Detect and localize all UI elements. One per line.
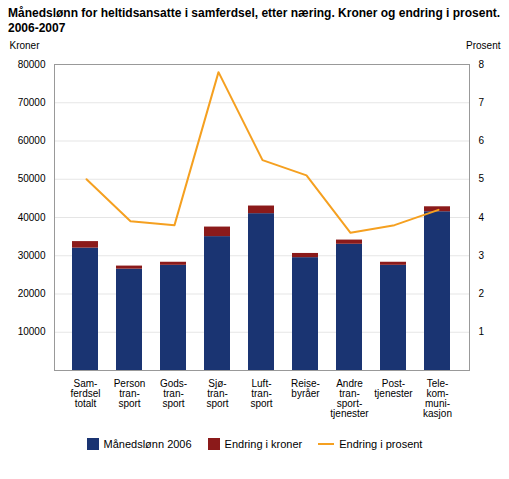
svg-text:80000: 80000 (18, 59, 46, 70)
svg-text:3: 3 (479, 250, 485, 261)
html-text:Månedslønn for heltidsansatte: Månedslønn for heltidsansatte i samferds… (8, 6, 501, 35)
svg-text:7: 7 (479, 97, 485, 108)
svg-text:Gods-tran-sport: Gods-tran-sport (160, 378, 187, 409)
svg-text:Sjø-tran-sport: Sjø-tran-sport (206, 378, 228, 409)
svg-text:Andretran-sport-tjenester: Andretran-sport-tjenester (330, 378, 369, 419)
svg-text:4: 4 (479, 212, 485, 223)
svg-text:Prosent: Prosent (466, 40, 501, 51)
html-text:Endring i prosent: Endring i prosent (339, 438, 423, 450)
svg-text:60000: 60000 (18, 135, 46, 146)
svg-text:40000: 40000 (18, 212, 46, 223)
svg-text:Luft-tran-sport: Luft-tran-sport (250, 378, 272, 409)
svg-text:30000: 30000 (18, 250, 46, 261)
svg-text:Persontran-sport: Persontran-sport (114, 378, 146, 409)
svg-text:5: 5 (479, 173, 485, 184)
svg-text:Sam-ferdseltotalt: Sam-ferdseltotalt (70, 378, 100, 409)
svg-text:10000: 10000 (18, 326, 46, 337)
svg-text:Tele-kom-muni-kasjon: Tele-kom-muni-kasjon (423, 378, 452, 419)
svg-text:Kroner: Kroner (10, 40, 41, 51)
svg-text:Reise-byråer: Reise-byråer (291, 378, 320, 399)
svg-text:50000: 50000 (18, 173, 46, 184)
html-text:Endring i kroner: Endring i kroner (224, 438, 303, 450)
svg-text:2: 2 (479, 288, 485, 299)
svg-text:6: 6 (479, 135, 485, 146)
svg-text:1: 1 (479, 326, 485, 337)
svg-text:8: 8 (479, 59, 485, 70)
svg-text:70000: 70000 (18, 97, 46, 108)
svg-text:20000: 20000 (18, 288, 46, 299)
html-text:Månedslønn 2006: Månedslønn 2006 (103, 438, 192, 450)
svg-text:Post-tjenester: Post-tjenester (374, 378, 413, 399)
